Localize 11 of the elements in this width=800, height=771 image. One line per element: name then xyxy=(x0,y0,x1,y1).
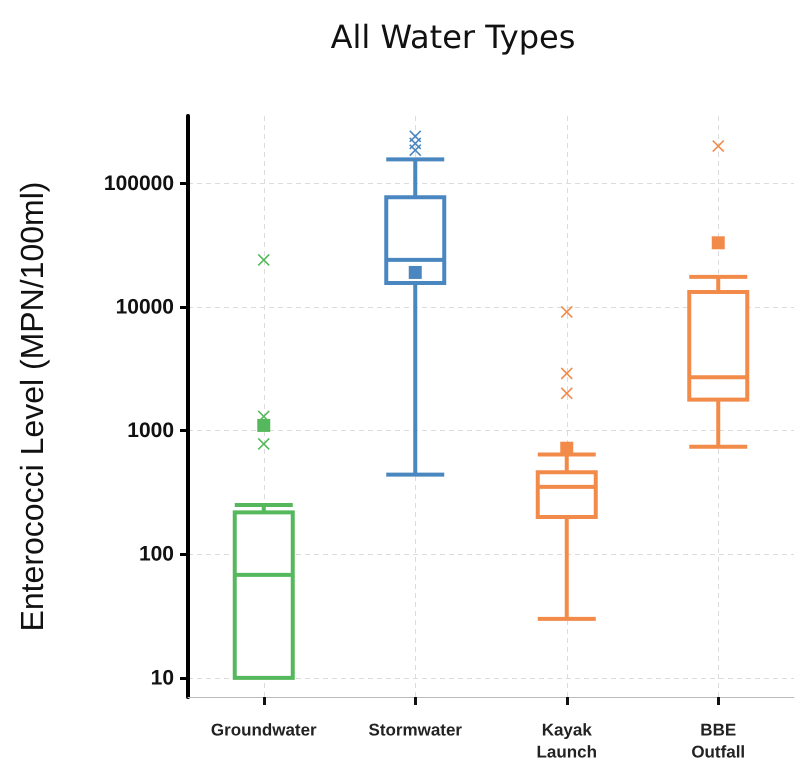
x-tick-label: Groundwater xyxy=(210,720,318,740)
y-tick-label: 1000 xyxy=(127,419,174,442)
chart-title: All Water Types xyxy=(330,18,576,56)
y-tick-label: 10 xyxy=(150,666,174,690)
y-tick-label: 10000 xyxy=(116,295,174,318)
x-tick-label: BBE Outfall xyxy=(691,720,746,762)
x-tick-label: Kayak Launch xyxy=(536,720,597,762)
y-axis-title: Enterococci Level (MPN/100ml) xyxy=(14,182,50,632)
y-tick-label: 100 xyxy=(138,542,174,566)
y-tick-label: 100000 xyxy=(104,172,174,195)
x-tick-label: Stormwater xyxy=(368,720,462,740)
